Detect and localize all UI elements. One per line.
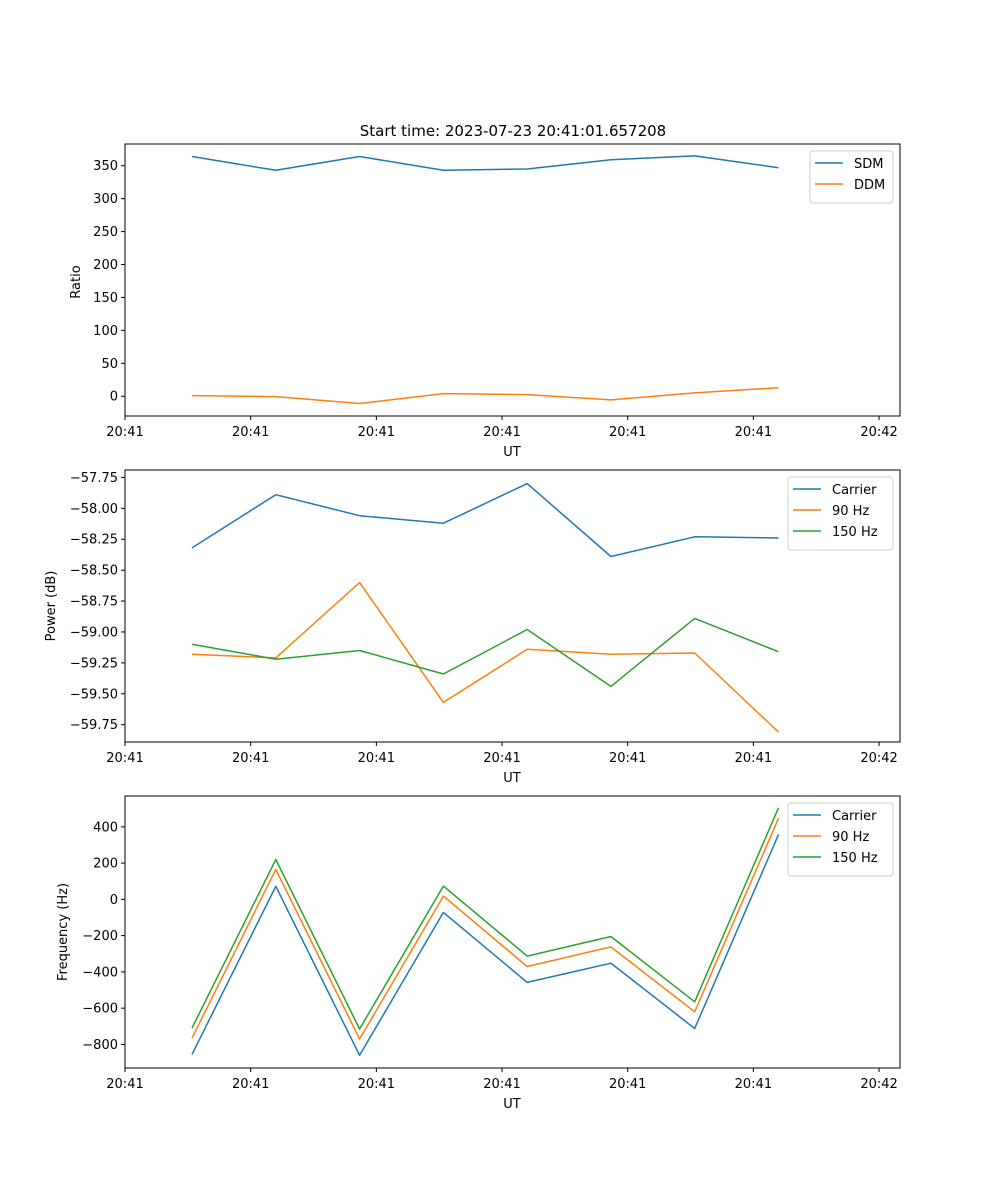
frequency-x-tick-label: 20:41: [483, 1077, 520, 1092]
frequency-legend-label: 90 Hz: [832, 830, 869, 845]
power-x-axis-label: UT: [503, 771, 521, 786]
frequency-x-ticks: 20:41 20:41 20:41 20:41 20:41 20:41 20:42: [106, 1068, 898, 1092]
power-legend: Carrier 90 Hz 150 Hz: [787, 476, 894, 551]
ratio-y-tick-label: 150: [93, 291, 118, 306]
figure-title: Start time: 2023-07-23 20:41:01.657208: [360, 122, 666, 140]
ratio-legend-label: DDM: [854, 178, 885, 193]
ratio-x-tick-label: 20:41: [232, 425, 269, 440]
frequency-x-tick-label: 20:41: [106, 1077, 143, 1092]
power-x-tick-label: 20:41: [735, 751, 772, 766]
frequency-x-axis-label: UT: [503, 1097, 521, 1112]
ratio-x-tick-label: 20:41: [735, 425, 772, 440]
ratio-y-tick-label: 200: [93, 258, 118, 273]
ratio-series-sdm-line: [191, 155, 779, 172]
power-x-tick-label: 20:42: [860, 751, 897, 766]
power-x-tick-label: 20:41: [609, 751, 646, 766]
frequency-axes-frame: [124, 795, 901, 1069]
power-legend-label: Carrier: [832, 483, 877, 498]
power-x-ticks: 20:41 20:41 20:41 20:41 20:41 20:41 20:42: [106, 742, 898, 766]
ratio-y-axis-label: Ratio: [69, 265, 84, 298]
ratio-x-tick-label: 20:41: [106, 425, 143, 440]
ratio-y-ticks: 0 50 100 150 200 250 300 350: [93, 159, 125, 405]
ratio-x-tick-label: 20:41: [609, 425, 646, 440]
frequency-legend-label: 150 Hz: [832, 851, 878, 866]
ratio-legend-box: [809, 150, 894, 204]
power-y-tick-label: −57.75: [70, 471, 118, 486]
ratio-x-axis-label: UT: [503, 445, 521, 460]
frequency-x-tick-label: 20:41: [735, 1077, 772, 1092]
power-y-ticks: −59.75 −59.50 −59.25 −59.00 −58.75 −58.50 −58.…: [70, 471, 125, 733]
ratio-x-ticks: 20:41 20:41 20:41 20:41 20:41 20:41 20:42: [106, 416, 898, 440]
ratio-x-tick-label: 20:41: [358, 425, 395, 440]
ratio-y-tick-label: 100: [93, 324, 118, 339]
frequency-y-axis-label: Frequency (Hz): [56, 883, 71, 981]
ratio-y-tick-label: 0: [110, 390, 118, 405]
frequency-x-tick-label: 20:42: [860, 1077, 897, 1092]
frequency-legend: Carrier 90 Hz 150 Hz: [787, 802, 894, 877]
frequency-x-tick-label: 20:41: [609, 1077, 646, 1092]
ratio-y-tick-label: 350: [93, 159, 118, 174]
ratio-legend-label: SDM: [854, 157, 883, 172]
power-y-tick-label: −58.75: [70, 595, 118, 610]
ratio-y-tick-label: 250: [93, 225, 118, 240]
frequency-x-tick-label: 20:41: [232, 1077, 269, 1092]
ratio-x-tick-label: 20:42: [860, 425, 897, 440]
power-x-tick-label: 20:41: [106, 751, 143, 766]
frequency-y-tick-label: 200: [93, 857, 118, 872]
power-series-90-hz-line: [191, 581, 780, 733]
frequency-y-tick-label: −800: [82, 1038, 118, 1053]
power-y-tick-label: −59.25: [70, 656, 118, 671]
power-x-tick-label: 20:41: [358, 751, 395, 766]
power-legend-label: 90 Hz: [832, 504, 869, 519]
power-x-tick-label: 20:41: [483, 751, 520, 766]
power-panel: 20:41 20:41 20:41 20:41 20:41 20:41 20:42 −59.…: [44, 469, 901, 786]
frequency-y-tick-label: 400: [93, 820, 118, 835]
power-y-tick-label: −59.75: [70, 718, 118, 733]
power-axes-frame: [124, 469, 901, 743]
ratio-plot-area: [191, 155, 779, 405]
frequency-y-tick-label: 0: [110, 893, 118, 908]
frequency-y-tick-label: −400: [82, 965, 118, 980]
power-y-tick-label: −59.00: [70, 625, 118, 640]
ratio-panel: 20:41 20:41 20:41 20:41 20:41 20:41 20:42 0 50 1…: [69, 143, 901, 460]
frequency-y-tick-label: −600: [82, 1002, 118, 1017]
power-y-axis-label: Power (dB): [44, 571, 59, 642]
frequency-series-carrier-line: [191, 834, 780, 1057]
power-y-tick-label: −58.00: [70, 502, 118, 517]
frequency-plot-area: [191, 807, 780, 1057]
ratio-legend: SDM DDM: [809, 150, 894, 204]
ratio-y-tick-label: 50: [101, 357, 118, 372]
power-y-tick-label: −59.50: [70, 687, 118, 702]
ratio-x-tick-label: 20:41: [483, 425, 520, 440]
ratio-axes-frame: [124, 143, 901, 417]
ratio-y-tick-label: 300: [93, 192, 118, 207]
frequency-series-90-hz-line: [191, 818, 780, 1040]
power-y-tick-label: −58.50: [70, 564, 118, 579]
frequency-panel: 20:41 20:41 20:41 20:41 20:41 20:41 20:42 −800…: [56, 795, 901, 1112]
power-series-150-hz-line: [191, 617, 779, 688]
power-y-tick-label: −58.25: [70, 533, 118, 548]
power-legend-label: 150 Hz: [832, 525, 878, 540]
ratio-series-ddm-line: [191, 386, 779, 405]
frequency-legend-label: Carrier: [832, 809, 877, 824]
power-plot-area: [191, 482, 780, 733]
frequency-series-150-hz-line: [191, 807, 780, 1030]
frequency-y-ticks: −800 −600 −400 −200 0 200 400: [82, 820, 125, 1053]
power-series-carrier-line: [191, 482, 779, 558]
frequency-x-tick-label: 20:41: [358, 1077, 395, 1092]
power-x-tick-label: 20:41: [232, 751, 269, 766]
frequency-y-tick-label: −200: [82, 929, 118, 944]
